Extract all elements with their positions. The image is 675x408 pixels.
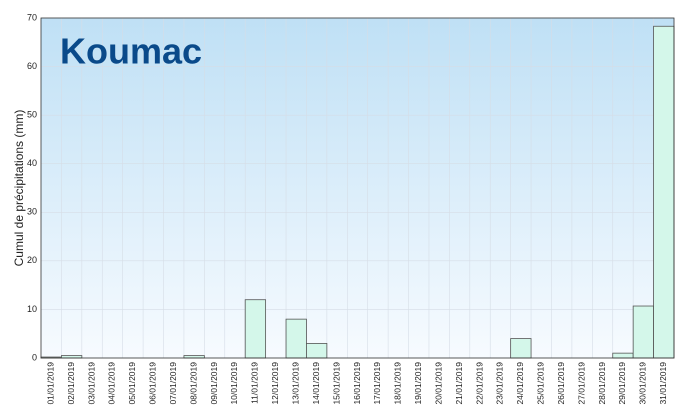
- x-tick-label: 06/01/2019: [148, 362, 158, 405]
- x-tick-label: 09/01/2019: [209, 362, 219, 405]
- x-tick-label: 29/01/2019: [617, 362, 627, 405]
- y-tick-label: 20: [27, 255, 37, 265]
- bar: [632, 305, 654, 359]
- x-tick-label: 11/01/2019: [250, 362, 260, 404]
- x-tick-label: 24/01/2019: [515, 362, 525, 405]
- x-tick-label: 21/01/2019: [454, 362, 464, 405]
- x-tick-label: 26/01/2019: [556, 362, 566, 405]
- y-axis-label: Cumul de précipitations (mm): [12, 110, 26, 267]
- x-tick-label: 03/01/2019: [86, 362, 96, 405]
- x-tick-label: 18/01/2019: [393, 362, 403, 405]
- x-tick-label: 08/01/2019: [188, 362, 198, 405]
- x-tick-label: 12/01/2019: [270, 362, 280, 405]
- x-tick-label: 15/01/2019: [331, 362, 341, 405]
- x-tick-label: 19/01/2019: [413, 362, 423, 405]
- x-tick-label: 13/01/2019: [290, 362, 300, 405]
- x-tick-label: 01/01/2019: [45, 362, 55, 405]
- bar: [653, 25, 675, 359]
- x-tick-label: 07/01/2019: [168, 362, 178, 405]
- x-tick-label: 05/01/2019: [127, 362, 137, 405]
- x-tick-label: 25/01/2019: [536, 362, 546, 405]
- bar: [244, 299, 267, 359]
- plot-frame: [40, 17, 675, 359]
- y-tick-label: 40: [27, 158, 37, 168]
- x-tick-label: 20/01/2019: [433, 362, 443, 405]
- bar: [510, 338, 532, 359]
- bar: [285, 318, 307, 359]
- y-tick-label: 10: [27, 304, 37, 314]
- x-tick-label: 23/01/2019: [495, 362, 505, 405]
- x-tick-label: 16/01/2019: [352, 362, 362, 405]
- bar: [306, 343, 328, 359]
- x-tick-label: 30/01/2019: [638, 362, 648, 405]
- x-tick-label: 28/01/2019: [597, 362, 607, 405]
- plot-background: [41, 18, 674, 358]
- x-tick-label: 31/01/2019: [658, 362, 668, 405]
- x-tick-label: 27/01/2019: [576, 362, 586, 405]
- y-tick-label: 70: [27, 12, 37, 22]
- bar: [612, 352, 634, 359]
- x-tick-label: 14/01/2019: [311, 362, 321, 405]
- x-tick-label: 10/01/2019: [229, 362, 239, 405]
- y-tick-label: 0: [32, 352, 37, 362]
- x-tick-label: 22/01/2019: [474, 362, 484, 405]
- y-tick-label: 50: [27, 110, 37, 120]
- x-tick-label: 02/01/2019: [66, 362, 76, 405]
- x-tick-label: 17/01/2019: [372, 362, 382, 405]
- y-tick-label: 60: [27, 61, 37, 71]
- chart-title: Koumac: [60, 31, 202, 72]
- x-tick-label: 04/01/2019: [107, 362, 117, 405]
- y-tick-label: 30: [27, 207, 37, 217]
